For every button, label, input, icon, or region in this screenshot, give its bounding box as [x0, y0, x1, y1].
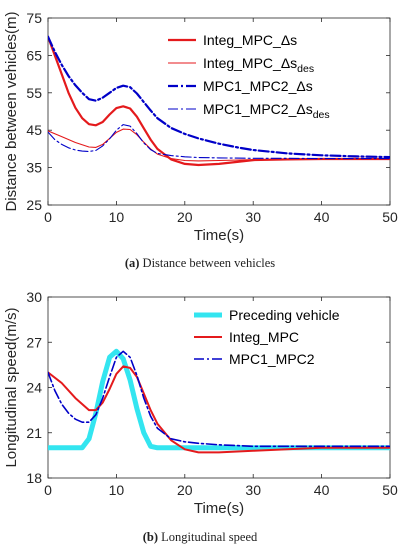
x-tick-label: 10 — [109, 482, 125, 498]
caption-a-text: Distance between vehicles — [142, 256, 276, 270]
legend-entry-2: MPC1_MPC2 — [229, 351, 315, 367]
legend-entry-0: Integ_MPC_Δs — [203, 32, 297, 48]
series-line-2 — [48, 350, 390, 448]
caption-b-letter: (b) — [142, 530, 158, 544]
legend-label: MPC1_MPC2 — [229, 351, 315, 367]
legend-entry-3: MPC1_MPC2_Δsdes — [203, 101, 330, 121]
y-tick-label: 24 — [26, 380, 42, 396]
legend-label: MPC1_MPC2_Δs — [203, 101, 313, 117]
caption-b: (b) Longitudinal speed — [0, 530, 400, 545]
x-tick-label: 40 — [314, 482, 330, 498]
legend-entry-2: MPC1_MPC2_Δs — [203, 78, 313, 94]
series-line-1 — [48, 365, 390, 454]
x-tick-label: 30 — [245, 209, 261, 225]
y-tick-label: 45 — [26, 122, 42, 138]
y-tick-label: 25 — [26, 197, 42, 213]
x-axis-label: Time(s) — [194, 227, 244, 244]
caption-a-letter: (a) — [124, 256, 140, 270]
y-tick-label: 27 — [26, 334, 42, 350]
series-line-3 — [48, 124, 390, 160]
legend-entry-0: Preceding vehicle — [229, 307, 340, 323]
legend-label-subscript: des — [297, 63, 314, 75]
series-line-1 — [48, 128, 390, 162]
plot-frame — [47, 17, 391, 206]
caption-b-text: Longitudinal speed — [161, 530, 258, 544]
caption-a: (a) Distance between vehicles — [0, 256, 400, 271]
x-tick-label: 0 — [44, 209, 52, 225]
legend-entry-1: Integ_MPC_Δsdes — [203, 55, 314, 75]
y-axis-label: Longitudinal speed(m/s) — [3, 307, 20, 467]
x-tick-label: 20 — [177, 209, 193, 225]
x-tick-label: 40 — [314, 209, 330, 225]
legend-label-subscript: des — [313, 109, 330, 121]
series-line-0 — [48, 348, 390, 451]
chart-panel-0: 0 10 20 30 40 50 25 35 45 55 65 75 Time(s) Distance b… — [3, 10, 398, 244]
legend-label: MPC1_MPC2_Δs — [203, 78, 313, 94]
x-tick-label: 0 — [44, 482, 52, 498]
y-tick-label: 65 — [26, 47, 42, 63]
legend-label: Integ_MPC_Δs — [203, 55, 297, 71]
y-tick-label: 75 — [26, 10, 42, 26]
series-line-0 — [48, 35, 390, 167]
legend-label: Integ_MPC_Δs — [203, 32, 297, 48]
y-tick-label: 30 — [26, 289, 42, 305]
y-tick-label: 18 — [26, 470, 42, 486]
legend-entry-1: Integ_MPC — [229, 329, 299, 345]
chart-panel-1: 0 10 20 30 40 501821242730Time(s)Longitudinal… — [3, 289, 398, 517]
x-tick-label: 50 — [382, 209, 398, 225]
y-axis-label: Distance between vehicles(m) — [3, 11, 20, 211]
x-axis-label: Time(s) — [194, 500, 244, 517]
legend-label: Integ_MPC — [229, 329, 299, 345]
y-tick-label: 35 — [26, 160, 42, 176]
legend-label: Preceding vehicle — [229, 307, 340, 323]
series-line-2 — [48, 35, 390, 159]
x-tick-label: 30 — [245, 482, 261, 498]
y-tick-label: 55 — [26, 85, 42, 101]
x-tick-label: 10 — [109, 209, 125, 225]
x-tick-label: 20 — [177, 482, 193, 498]
y-tick-label: 21 — [26, 425, 42, 441]
x-tick-label: 50 — [382, 482, 398, 498]
